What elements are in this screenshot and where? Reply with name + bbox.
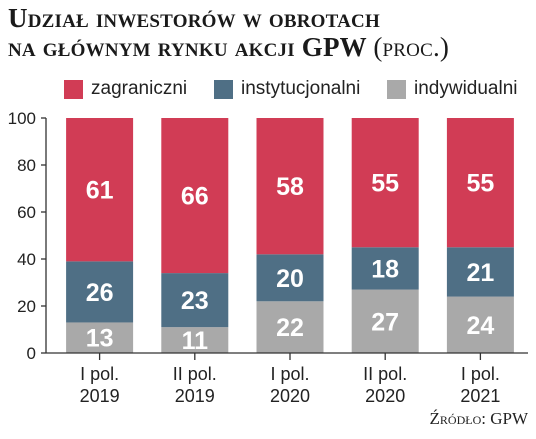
data-label-zagraniczni-1: 66 bbox=[181, 183, 209, 211]
x-tick-label-1-line-1: 2019 bbox=[175, 386, 215, 406]
legend-label-instytucjonalni: instytucjonalni bbox=[241, 78, 361, 99]
title-line-2: na głównym rynku akcji GPW (proc.) bbox=[8, 33, 528, 62]
data-label-zagraniczni-2: 58 bbox=[276, 173, 304, 201]
x-tick-label-2-line-0: I pol. bbox=[270, 364, 309, 384]
legend-swatch-instytucjonalni bbox=[214, 79, 233, 99]
legend-swatch-zagraniczni bbox=[64, 79, 83, 99]
legend-item-instytucjonalni: instytucjonalni bbox=[214, 76, 360, 102]
x-tick-label-4-line-1: 2021 bbox=[460, 386, 500, 406]
data-label-indywidualni-4: 24 bbox=[466, 312, 494, 340]
source-note: Źródło: GPW bbox=[429, 409, 528, 428]
bar-instytucjonalni-1 bbox=[161, 273, 229, 328]
data-label-instytucjonalni-1: 23 bbox=[181, 287, 209, 315]
legend-swatch-indywidualni bbox=[387, 79, 406, 99]
bar-indywidualni-2 bbox=[256, 301, 324, 353]
data-label-indywidualni-1: 11 bbox=[182, 327, 209, 355]
bar-zagraniczni-3 bbox=[351, 118, 419, 248]
bar-indywidualni-1 bbox=[161, 327, 229, 353]
y-tick-label-0: 0 bbox=[27, 344, 36, 363]
y-tick-label-100: 100 bbox=[8, 109, 36, 128]
data-label-instytucjonalni-0: 26 bbox=[86, 279, 114, 307]
title-line-2-text: na głównym rynku akcji GPW bbox=[8, 32, 367, 62]
bar-zagraniczni-4 bbox=[446, 118, 514, 248]
legend-label-indywidualni: indywidualni bbox=[414, 78, 518, 99]
data-label-indywidualni-3: 27 bbox=[371, 308, 399, 336]
legend-item-indywidualni: indywidualni bbox=[387, 76, 518, 102]
legend: zagraniczni instytucjonalni indywidualni bbox=[0, 76, 536, 102]
data-label-instytucjonalni-3: 18 bbox=[371, 255, 399, 283]
x-tick-label-4-line-0: I pol. bbox=[461, 364, 500, 384]
chart-title: Udział inwestorów w obrotach na głównym … bbox=[8, 4, 528, 62]
bar-zagraniczni-1 bbox=[161, 118, 229, 274]
data-label-zagraniczni-0: 61 bbox=[86, 177, 114, 205]
bar-zagraniczni-2 bbox=[256, 118, 324, 255]
data-label-zagraniczni-3: 55 bbox=[371, 170, 399, 198]
bar-indywidualni-0 bbox=[66, 322, 134, 353]
x-tick-label-0-line-0: I pol. bbox=[80, 364, 119, 384]
y-tick-label-60: 60 bbox=[17, 203, 36, 222]
data-label-zagraniczni-4: 55 bbox=[466, 170, 494, 198]
bar-instytucjonalni-2 bbox=[256, 254, 324, 302]
bar-instytucjonalni-4 bbox=[446, 247, 514, 297]
data-label-indywidualni-0: 13 bbox=[86, 325, 114, 353]
legend-item-zagraniczni: zagraniczni bbox=[64, 76, 187, 102]
x-tick-label-3-line-1: 2020 bbox=[365, 386, 405, 406]
y-tick-label-80: 80 bbox=[17, 156, 36, 175]
title-unit: (proc.) bbox=[373, 32, 450, 62]
y-tick-label-20: 20 bbox=[17, 297, 36, 316]
x-tick-label-2-line-1: 2020 bbox=[270, 386, 310, 406]
x-tick-label-3-line-0: II pol. bbox=[363, 364, 407, 384]
y-tick-label-40: 40 bbox=[17, 250, 36, 269]
x-tick-label-0-line-1: 2019 bbox=[80, 386, 120, 406]
title-line-1: Udział inwestorów w obrotach bbox=[8, 3, 380, 33]
bar-instytucjonalni-0 bbox=[66, 261, 134, 323]
bar-instytucjonalni-3 bbox=[351, 247, 419, 290]
data-label-indywidualni-2: 22 bbox=[276, 314, 304, 342]
legend-label-zagraniczni: zagraniczni bbox=[91, 78, 188, 99]
data-label-instytucjonalni-4: 21 bbox=[466, 259, 494, 287]
data-label-instytucjonalni-2: 20 bbox=[276, 265, 304, 293]
bar-indywidualni-4 bbox=[446, 296, 514, 353]
bar-zagraniczni-0 bbox=[66, 118, 134, 262]
bar-indywidualni-3 bbox=[351, 289, 419, 353]
x-tick-label-1-line-0: II pol. bbox=[173, 364, 217, 384]
